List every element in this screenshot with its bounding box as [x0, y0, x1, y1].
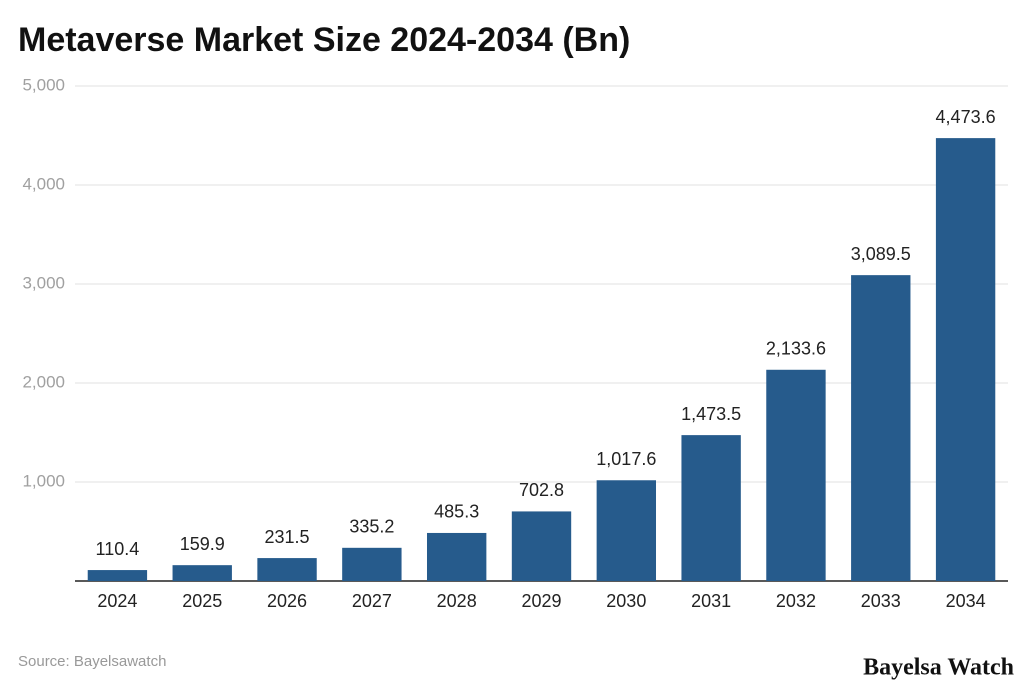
bar	[172, 565, 232, 581]
bar	[257, 558, 317, 581]
y-tick-label: 4,000	[22, 174, 65, 193]
y-tick-label: 1,000	[22, 471, 65, 490]
y-tick-label: 2,000	[22, 372, 65, 391]
value-label: 110.4	[96, 539, 140, 559]
value-label: 1,017.6	[596, 449, 656, 469]
bar	[426, 532, 487, 581]
x-tick-label: 2024	[97, 591, 137, 611]
value-label: 231.5	[265, 527, 310, 547]
x-tick-label: 2030	[606, 591, 646, 611]
y-tick-label: 3,000	[22, 273, 65, 292]
bar	[851, 275, 911, 581]
x-tick-label: 2026	[267, 591, 307, 611]
x-tick-label: 2031	[691, 591, 731, 611]
bar	[681, 435, 741, 581]
bar	[596, 480, 657, 581]
brand: Bayelsa Watch	[863, 655, 1014, 681]
bar	[87, 570, 148, 581]
bar	[511, 511, 572, 581]
value-label: 1,473.5	[681, 404, 741, 424]
value-label: 485.3	[434, 502, 479, 522]
x-tick-label: 2032	[776, 591, 816, 611]
x-tick-label: 2025	[182, 591, 222, 611]
value-label: 159.9	[180, 534, 225, 554]
bar	[342, 547, 402, 581]
chart-title: Metaverse Market Size 2024-2034 (Bn)	[18, 21, 630, 59]
value-label: 702.8	[519, 480, 564, 500]
x-tick-label: 2029	[521, 591, 561, 611]
x-tick-label: 2028	[437, 591, 477, 611]
x-tick-label: 2034	[946, 591, 986, 611]
x-tick-label: 2027	[352, 591, 392, 611]
y-tick-label: 5,000	[22, 75, 65, 94]
value-label: 335.2	[349, 517, 394, 537]
value-label: 4,473.6	[936, 107, 996, 127]
value-label: 2,133.6	[766, 339, 826, 359]
source: Source: Bayelsawatch	[18, 653, 166, 670]
bar	[935, 138, 996, 582]
bar	[766, 369, 826, 581]
value-label: 3,089.5	[851, 244, 911, 264]
x-tick-label: 2033	[861, 591, 901, 611]
